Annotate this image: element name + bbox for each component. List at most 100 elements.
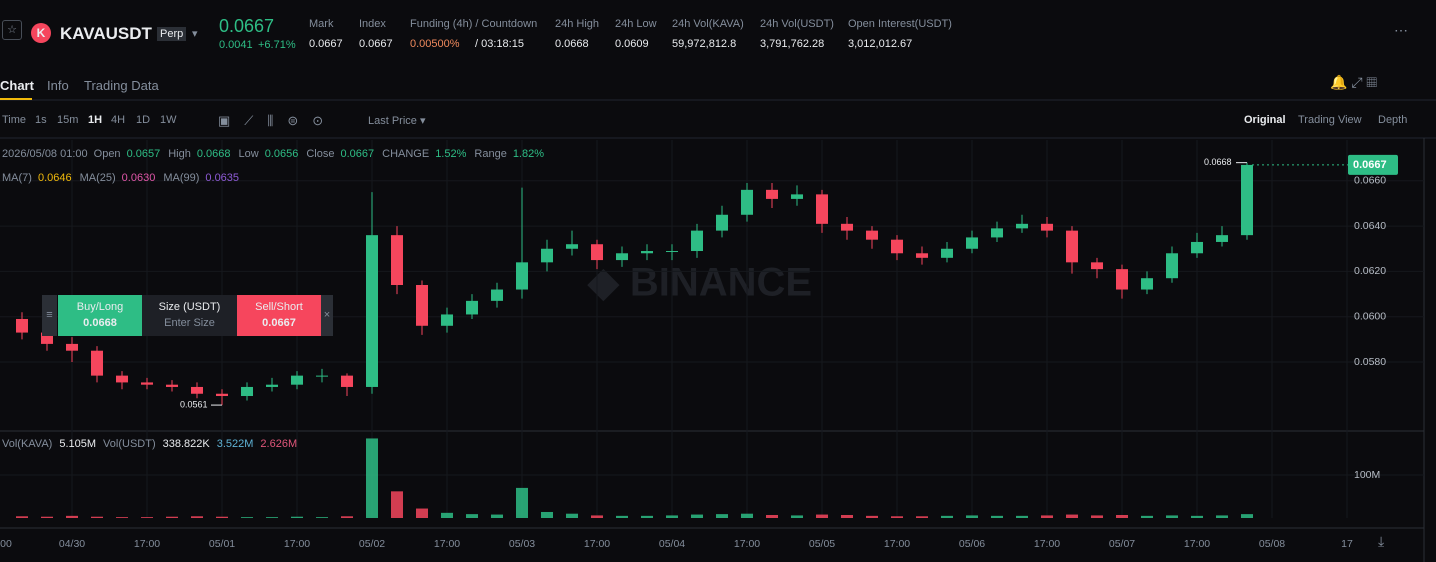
candle-body	[341, 375, 353, 387]
tab[interactable]: Chart	[0, 78, 34, 93]
last-price-label: 0.0667	[1353, 159, 1387, 171]
volume-bar	[116, 517, 128, 518]
candle-body	[741, 189, 753, 215]
x-tick-label: 17:00	[434, 538, 460, 550]
candle-body	[1191, 241, 1203, 254]
ohlc-value: 1.52%	[435, 148, 467, 160]
volume-bar	[1191, 515, 1203, 518]
scale-toggle[interactable]: ⤓	[1378, 533, 1385, 549]
volume-bar	[491, 514, 503, 518]
candle-body	[641, 251, 653, 254]
x-tick-label: 05/05	[809, 538, 835, 550]
price-type[interactable]: Last Price ▾	[368, 115, 426, 127]
size-placeholder: Enter Size	[164, 317, 215, 329]
panel-close[interactable]: ×	[321, 295, 333, 336]
volume-bar	[216, 516, 228, 518]
volume-bar	[316, 517, 328, 518]
vol-label2: Vol(USDT)	[103, 438, 156, 450]
tab-underline	[0, 98, 32, 100]
view[interactable]: Original	[1244, 114, 1286, 126]
interval[interactable]: Time	[2, 114, 27, 126]
volume-bar	[841, 514, 853, 518]
candle-body	[166, 384, 178, 387]
interval[interactable]: 1D	[136, 114, 151, 126]
high-label: 0.0668	[1204, 157, 1232, 167]
buy-button[interactable]: Buy/Long 0.0668	[58, 295, 142, 336]
ma-value: 0.0630	[121, 172, 156, 184]
volume-bar	[91, 516, 103, 518]
volume-bar	[691, 514, 703, 518]
ma-label: MA(25)	[79, 172, 116, 184]
x-tick-label: 17:00	[884, 538, 910, 550]
interval[interactable]: 4H	[111, 114, 126, 126]
volume-bar	[66, 515, 78, 518]
interval[interactable]: 1H	[88, 114, 103, 126]
candle-body	[1241, 164, 1253, 236]
interval[interactable]: 15m	[57, 114, 79, 126]
volume-bar	[266, 517, 278, 518]
volume-bar	[41, 516, 53, 518]
candle-body	[16, 318, 28, 333]
x-tick-label: 17	[1341, 538, 1353, 550]
icons[interactable]: 🔔 ⤢ ▦	[1330, 74, 1378, 90]
volume-bar	[591, 515, 603, 518]
volume-bar	[241, 517, 253, 518]
favorite-star[interactable]: ☆	[2, 20, 22, 40]
more[interactable]: ⋯	[1394, 22, 1408, 38]
size-input[interactable]: Size (USDT) Enter Size	[142, 295, 237, 336]
candle-body	[916, 253, 928, 258]
x-tick-label: 05/02	[359, 538, 385, 550]
interval[interactable]: 1s	[35, 114, 47, 126]
ohlc-label: Open	[93, 148, 121, 160]
vol-ma2: 2.626M	[260, 438, 298, 450]
tab[interactable]: Trading Data	[84, 78, 159, 93]
volume-bar	[891, 516, 903, 518]
price-type-label: Last Price	[368, 115, 417, 127]
candle-body	[91, 350, 103, 376]
view[interactable]: Depth	[1378, 114, 1408, 126]
volume-bar	[166, 516, 178, 518]
candle-body	[241, 386, 253, 397]
volume-bar	[1216, 515, 1228, 518]
candle-body	[416, 285, 428, 326]
candle-body	[941, 248, 953, 258]
candle-body	[441, 314, 453, 326]
candle-body	[41, 332, 53, 344]
stat-label: Mark	[309, 18, 334, 30]
watermark: ◆ BINANCE	[587, 261, 812, 305]
volume-bar	[1166, 515, 1178, 518]
symbol[interactable]: KAVAUSDT	[60, 24, 152, 43]
sell-button[interactable]: Sell/Short 0.0667	[237, 295, 321, 336]
x-tick-label: 17:00	[284, 538, 310, 550]
x-tick-label: 05/03	[509, 538, 535, 550]
ma-value: 0.0646	[37, 172, 72, 184]
perp-tag: Perp	[157, 27, 187, 41]
ma-label: MA(7)	[2, 172, 32, 184]
stat-value: 3,012,012.67	[848, 38, 913, 50]
interval[interactable]: 1W	[160, 114, 177, 126]
stat-value: 59,972,812.8	[672, 38, 737, 50]
candle-body	[1216, 235, 1228, 242]
tool-icons[interactable]: ▣⟋⫼⊜⊙	[218, 113, 338, 128]
stat-label: Index	[359, 18, 386, 30]
candle-body	[491, 289, 503, 301]
volume-bar	[666, 515, 678, 518]
volume-bar	[466, 514, 478, 518]
volume-bar	[916, 516, 928, 518]
candle-body	[1066, 230, 1078, 263]
volume-bar	[541, 511, 553, 518]
view[interactable]: Trading View	[1298, 114, 1362, 126]
panel-handle[interactable]: ≡	[42, 295, 57, 336]
candle-body	[766, 189, 778, 199]
candle-body	[391, 235, 403, 285]
volume-bar	[966, 515, 978, 518]
dropdown[interactable]: ▾	[192, 28, 198, 40]
low-label: 0.0561	[180, 399, 208, 409]
volume-bar	[866, 515, 878, 518]
candle-body	[516, 262, 528, 290]
sell-price: 0.0667	[262, 317, 296, 329]
tab[interactable]: Info	[47, 78, 69, 93]
ohlc-value: 1.82%	[512, 148, 545, 160]
ohlc-value: 0.0668	[196, 148, 231, 160]
candle-body	[891, 239, 903, 254]
